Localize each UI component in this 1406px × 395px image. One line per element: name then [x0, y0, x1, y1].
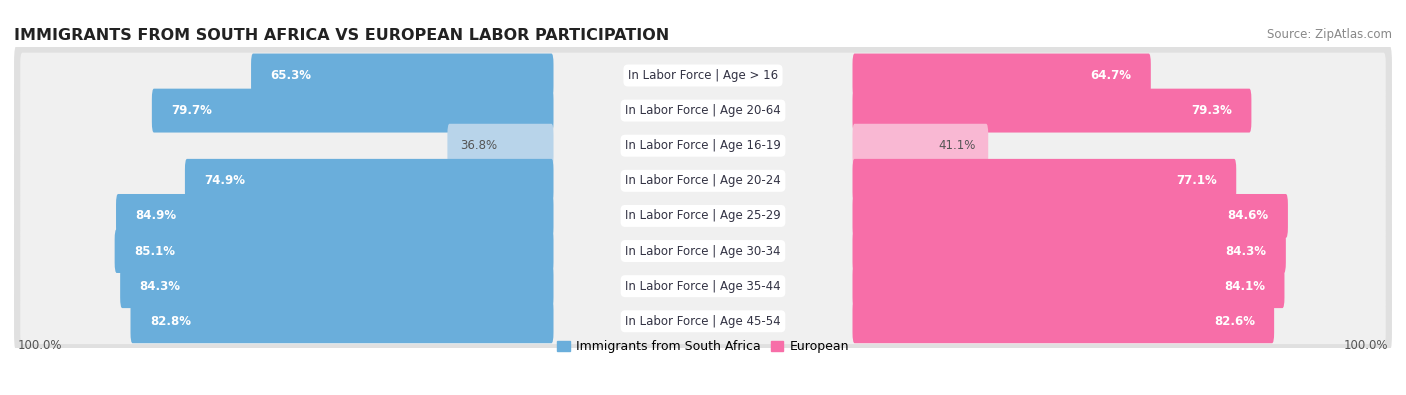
Text: Source: ZipAtlas.com: Source: ZipAtlas.com	[1267, 28, 1392, 41]
FancyBboxPatch shape	[20, 228, 1386, 274]
Text: In Labor Force | Age > 16: In Labor Force | Age > 16	[628, 69, 778, 82]
FancyBboxPatch shape	[115, 229, 554, 273]
Text: In Labor Force | Age 20-24: In Labor Force | Age 20-24	[626, 174, 780, 187]
Text: 85.1%: 85.1%	[134, 245, 174, 258]
FancyBboxPatch shape	[14, 255, 1392, 318]
FancyBboxPatch shape	[852, 159, 1236, 203]
FancyBboxPatch shape	[20, 123, 1386, 169]
Legend: Immigrants from South Africa, European: Immigrants from South Africa, European	[557, 340, 849, 354]
Text: 64.7%: 64.7%	[1091, 69, 1132, 82]
Text: 79.3%: 79.3%	[1191, 104, 1232, 117]
FancyBboxPatch shape	[852, 124, 988, 167]
FancyBboxPatch shape	[852, 194, 1288, 238]
FancyBboxPatch shape	[14, 185, 1392, 247]
Text: 100.0%: 100.0%	[17, 339, 62, 352]
Text: 84.9%: 84.9%	[135, 209, 176, 222]
FancyBboxPatch shape	[20, 263, 1386, 309]
Text: 79.7%: 79.7%	[172, 104, 212, 117]
Text: 36.8%: 36.8%	[460, 139, 496, 152]
Text: IMMIGRANTS FROM SOUTH AFRICA VS EUROPEAN LABOR PARTICIPATION: IMMIGRANTS FROM SOUTH AFRICA VS EUROPEAN…	[14, 28, 669, 43]
Text: 84.1%: 84.1%	[1225, 280, 1265, 293]
Text: In Labor Force | Age 30-34: In Labor Force | Age 30-34	[626, 245, 780, 258]
FancyBboxPatch shape	[14, 150, 1392, 212]
FancyBboxPatch shape	[120, 264, 554, 308]
FancyBboxPatch shape	[131, 299, 554, 343]
Text: 84.6%: 84.6%	[1227, 209, 1268, 222]
FancyBboxPatch shape	[152, 88, 554, 133]
FancyBboxPatch shape	[20, 299, 1386, 344]
FancyBboxPatch shape	[14, 115, 1392, 177]
Text: 74.9%: 74.9%	[204, 174, 245, 187]
FancyBboxPatch shape	[852, 299, 1274, 343]
FancyBboxPatch shape	[852, 54, 1152, 98]
FancyBboxPatch shape	[20, 158, 1386, 204]
Text: 77.1%: 77.1%	[1177, 174, 1218, 187]
Text: 84.3%: 84.3%	[139, 280, 180, 293]
Text: 65.3%: 65.3%	[270, 69, 311, 82]
Text: 41.1%: 41.1%	[938, 139, 976, 152]
FancyBboxPatch shape	[20, 88, 1386, 134]
Text: In Labor Force | Age 35-44: In Labor Force | Age 35-44	[626, 280, 780, 293]
Text: In Labor Force | Age 45-54: In Labor Force | Age 45-54	[626, 315, 780, 328]
Text: 84.3%: 84.3%	[1226, 245, 1267, 258]
Text: 82.8%: 82.8%	[150, 315, 191, 328]
FancyBboxPatch shape	[447, 124, 554, 167]
FancyBboxPatch shape	[117, 194, 554, 238]
FancyBboxPatch shape	[14, 44, 1392, 107]
FancyBboxPatch shape	[852, 264, 1285, 308]
FancyBboxPatch shape	[852, 229, 1286, 273]
Text: 82.6%: 82.6%	[1213, 315, 1254, 328]
FancyBboxPatch shape	[852, 88, 1251, 133]
Text: In Labor Force | Age 16-19: In Labor Force | Age 16-19	[626, 139, 780, 152]
FancyBboxPatch shape	[14, 220, 1392, 282]
FancyBboxPatch shape	[14, 79, 1392, 142]
Text: In Labor Force | Age 20-64: In Labor Force | Age 20-64	[626, 104, 780, 117]
FancyBboxPatch shape	[186, 159, 554, 203]
Text: In Labor Force | Age 25-29: In Labor Force | Age 25-29	[626, 209, 780, 222]
Text: 100.0%: 100.0%	[1344, 339, 1389, 352]
FancyBboxPatch shape	[252, 54, 554, 98]
FancyBboxPatch shape	[14, 290, 1392, 352]
FancyBboxPatch shape	[20, 53, 1386, 98]
FancyBboxPatch shape	[20, 193, 1386, 239]
